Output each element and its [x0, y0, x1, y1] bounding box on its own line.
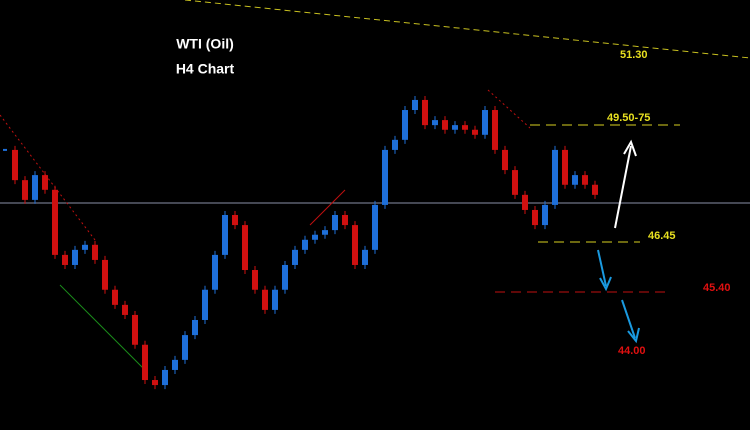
- arrow: [621, 299, 636, 339]
- arrows: [597, 139, 640, 344]
- arrow-head: [627, 327, 640, 344]
- candle: [52, 189, 58, 255]
- candle: [462, 125, 468, 130]
- candle: [412, 99, 418, 111]
- candle: [432, 120, 438, 126]
- level-label: 44.00: [618, 345, 646, 357]
- candle: [522, 194, 528, 210]
- candle: [112, 289, 118, 305]
- level-label: 51.30: [620, 49, 648, 61]
- candle: [192, 319, 198, 336]
- arrow: [597, 249, 607, 287]
- candle: [252, 270, 258, 290]
- candle: [312, 234, 318, 240]
- candle: [592, 184, 598, 195]
- candle: [502, 149, 508, 171]
- candle: [232, 215, 238, 226]
- candle: [342, 215, 348, 226]
- candle: [372, 204, 378, 250]
- candle: [42, 175, 48, 190]
- candle: [162, 369, 168, 386]
- candle: [292, 249, 298, 265]
- candle: [272, 289, 278, 310]
- candle: [122, 304, 128, 315]
- arrow: [614, 145, 632, 229]
- candle: [422, 99, 428, 126]
- candle: [572, 175, 578, 185]
- chart-title: WTI (Oil): [176, 36, 234, 52]
- arrow-head: [623, 139, 637, 157]
- candle: [362, 249, 368, 265]
- level-label: 46.45: [648, 230, 676, 242]
- candle: [352, 225, 358, 265]
- candle: [402, 110, 408, 140]
- candle: [92, 244, 98, 260]
- candle: [442, 120, 448, 130]
- candle: [172, 359, 178, 370]
- candle: [202, 289, 208, 320]
- candle: [102, 259, 108, 290]
- candle: [22, 180, 28, 200]
- candle: [72, 249, 78, 265]
- candle: [142, 344, 148, 381]
- candle: [482, 110, 488, 135]
- candle: [212, 254, 218, 290]
- candle: [532, 209, 538, 226]
- candle: [182, 335, 188, 360]
- candle: [62, 254, 68, 265]
- arrow-head: [599, 276, 612, 292]
- candle: [282, 264, 288, 290]
- candle: [492, 110, 498, 150]
- candle: [452, 125, 458, 130]
- candle: [152, 380, 158, 386]
- candle: [512, 170, 518, 195]
- candle: [472, 129, 478, 135]
- candle: [332, 215, 338, 231]
- candle: [242, 225, 248, 271]
- candle: [262, 289, 268, 310]
- candle: [32, 175, 38, 200]
- candle: [552, 149, 558, 205]
- chart-subtitle: H4 Chart: [176, 61, 235, 77]
- level-label: 49.50-75: [607, 112, 650, 124]
- candle: [582, 175, 588, 185]
- candle: [542, 204, 548, 226]
- candle: [562, 149, 568, 185]
- candle: [82, 244, 88, 250]
- candle: [12, 149, 18, 181]
- level-label: 45.40: [703, 282, 731, 294]
- candle: [382, 149, 388, 205]
- candle: [392, 139, 398, 150]
- trendline: [59, 284, 146, 371]
- candle: [322, 230, 328, 235]
- trendline: [0, 114, 96, 241]
- candle: [3, 148, 7, 151]
- trendline: [309, 189, 346, 226]
- candle: [222, 215, 228, 255]
- candle: [132, 314, 138, 345]
- candle: [302, 239, 308, 250]
- resistance-trendline: [184, 0, 750, 59]
